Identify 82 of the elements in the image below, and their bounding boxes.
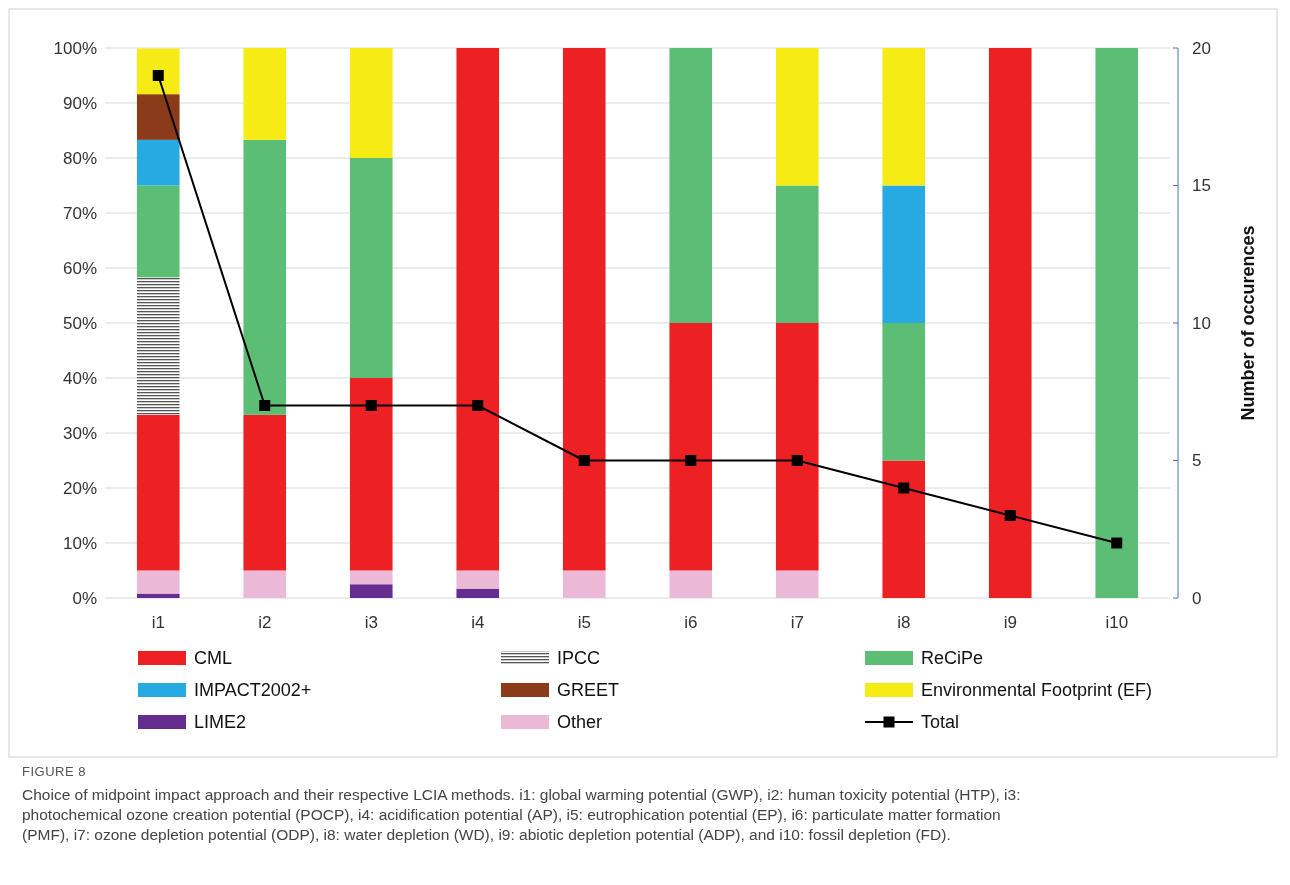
bar — [136, 48, 180, 95]
point — [365, 400, 377, 411]
bar — [882, 323, 926, 461]
bar — [669, 48, 713, 323]
bar — [669, 323, 713, 571]
legend-label: IPCC — [557, 648, 601, 669]
y-tick-label: 100% — [53, 38, 97, 58]
y2-tick-label: 5 — [1192, 451, 1202, 471]
y2-tick-label: 10 — [1192, 313, 1211, 333]
x-tick-label: i7 — [790, 613, 804, 632]
legend-label: Other — [557, 712, 603, 733]
bar — [136, 593, 180, 598]
bar — [882, 460, 926, 598]
bar — [243, 48, 287, 140]
x-tick-label: i3 — [364, 613, 378, 632]
bar — [136, 94, 180, 140]
bar — [349, 570, 393, 585]
y-tick-label: 20% — [62, 478, 97, 498]
bar — [136, 414, 180, 571]
x-tick-label: i1 — [151, 613, 165, 632]
y2-tick-label: 15 — [1192, 176, 1211, 196]
bar — [136, 139, 180, 186]
x-tick-label: i10 — [1105, 613, 1129, 632]
bar — [349, 158, 393, 378]
bar — [775, 185, 819, 323]
point — [259, 400, 271, 411]
bar — [882, 185, 926, 323]
y-tick-label: 40% — [62, 368, 97, 388]
point — [791, 455, 803, 466]
bar — [243, 414, 287, 571]
y-tick-label: 70% — [62, 203, 97, 223]
y-tick-label: 50% — [62, 313, 97, 333]
x-tick-label: i2 — [258, 613, 272, 632]
point — [1004, 510, 1016, 521]
y2-tick-label: 0 — [1192, 588, 1202, 608]
bar — [775, 570, 819, 598]
bar — [456, 588, 500, 598]
legend-label: Total — [921, 712, 960, 733]
bar — [243, 139, 287, 415]
y-tick-label: 80% — [62, 148, 97, 168]
y-tick-label: 0% — [72, 588, 97, 608]
legend-label: ReCiPe — [921, 648, 984, 669]
caption: FIGURE 8 — [22, 764, 86, 779]
bar — [456, 570, 500, 589]
point — [685, 455, 697, 466]
x-tick-label: i6 — [684, 613, 698, 632]
bar — [562, 48, 606, 571]
point — [898, 482, 910, 494]
bar — [243, 570, 287, 598]
y-tick-label: 30% — [62, 423, 97, 443]
text: Choice of midpoint impact approach and their respective LCIA methods. i1: global warming potential (GWP), i2: human toxicity potential (HTP), i3: photochemical ozone creation potential (POCP), i4: acidification potential (AP), i5: eutrophication potential (EP), i6: particulate matter formation (PMF), i7: ozone depletion potential (ODP), i8: water depletion (WD), i9: abiotic depletion potential (ADP), and i10: fossil depletion (FD). — [22, 786, 1021, 843]
y-tick-label: 10% — [62, 533, 97, 553]
bar — [988, 48, 1032, 598]
legend-label: IMPACT2002+ — [194, 680, 312, 701]
x-tick-label: i4 — [471, 613, 485, 632]
legend-label: CML — [194, 648, 233, 669]
bar — [349, 584, 393, 598]
bar — [882, 48, 926, 186]
bar — [775, 48, 819, 186]
bar — [136, 277, 180, 415]
y-tick-label: 60% — [62, 258, 97, 278]
x-tick-label: i8 — [897, 613, 911, 632]
x-tick-label: i5 — [577, 613, 591, 632]
point — [1111, 537, 1123, 549]
point — [472, 400, 484, 411]
bar — [349, 48, 393, 158]
y2-tick-label: 20 — [1192, 38, 1211, 58]
legend-label: GREET — [557, 680, 620, 701]
bar — [669, 570, 713, 598]
y2-axis-title: Number of occurences — [1238, 225, 1258, 421]
bar — [1095, 48, 1139, 598]
legend-label: LIME2 — [194, 712, 247, 733]
bar — [562, 570, 606, 598]
legend-label: Environmental Footprint (EF) — [921, 680, 1153, 701]
y-tick-label: 90% — [62, 93, 97, 113]
x-tick-label: i9 — [1003, 613, 1017, 632]
bar — [775, 323, 819, 571]
bar — [349, 378, 393, 571]
bar — [136, 570, 180, 594]
bar — [136, 185, 180, 278]
point — [578, 455, 590, 466]
bar — [456, 48, 500, 571]
